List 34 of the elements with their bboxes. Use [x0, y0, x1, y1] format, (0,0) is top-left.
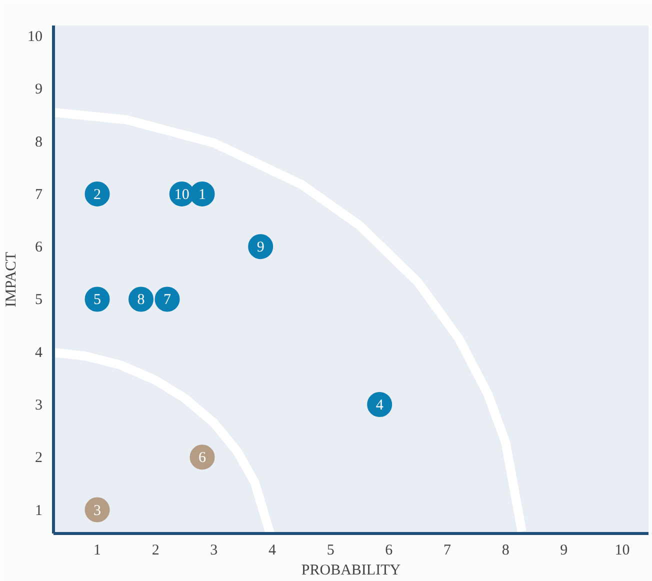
annotation: 10	[174, 186, 190, 203]
annotation: 6	[198, 450, 206, 466]
annotation: 7	[164, 292, 172, 308]
x-tick-label: 2	[152, 542, 160, 558]
x-tick-label: 5	[326, 542, 334, 558]
y-tick-label: 6	[35, 240, 43, 256]
annotation: 8	[137, 292, 145, 308]
y-tick-label: 3	[35, 398, 42, 414]
annotation: 1	[198, 186, 206, 203]
annotation: 4	[376, 398, 384, 414]
y-tick-label: 7	[35, 186, 43, 203]
y-axis-title: IMPACT	[4, 252, 20, 308]
point	[154, 286, 180, 312]
y-tick-label: 5	[35, 292, 42, 308]
x-tick-label: 7	[444, 542, 452, 558]
x-tick-label: 3	[210, 542, 218, 558]
point	[84, 181, 110, 206]
x-axis-title: PROBABILITY	[301, 562, 401, 578]
x-tick-label: 6	[385, 542, 394, 558]
annotation: 3	[94, 502, 101, 519]
y-tick-label: 8	[35, 134, 42, 150]
x-tick-label: 1	[94, 542, 101, 558]
y-tick-label: 9	[35, 82, 42, 98]
x-tick-label: 9	[560, 542, 568, 558]
x-tick-label: 10	[614, 542, 630, 558]
y-tick-label: 10	[28, 29, 42, 46]
y-tick-label: 4	[35, 344, 43, 361]
annotation: 2	[94, 186, 101, 203]
x-tick-label: 4	[268, 542, 276, 558]
y-tick-label: 2	[35, 450, 42, 466]
x-tick-label: 8	[502, 542, 510, 558]
annotation: 5	[94, 292, 101, 308]
y-tick-label: 1	[35, 502, 42, 519]
annotation: 9	[256, 240, 264, 256]
